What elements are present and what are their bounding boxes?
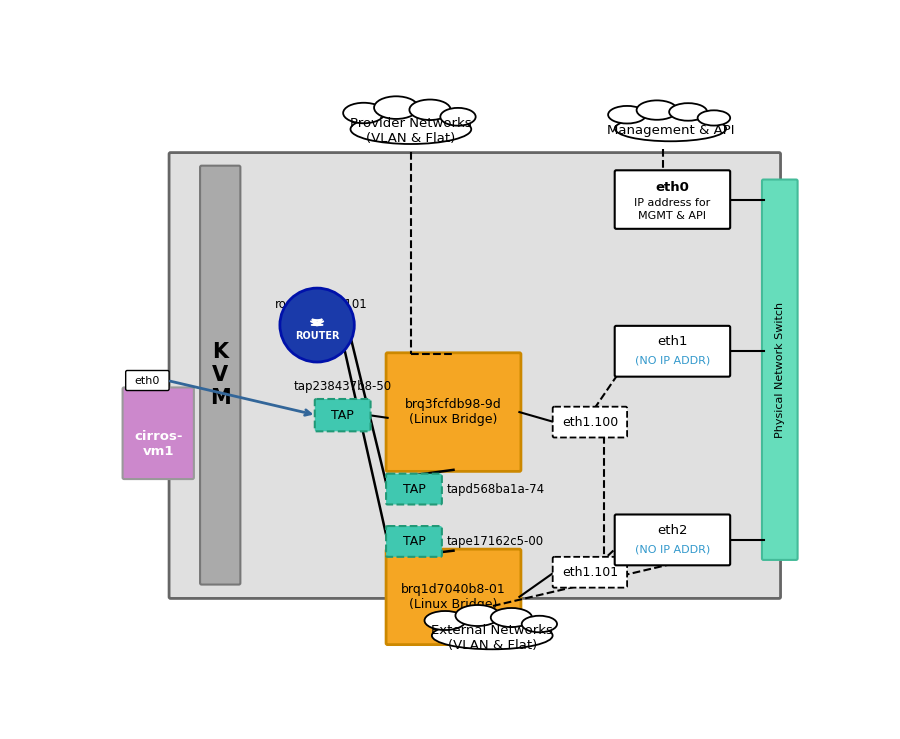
Text: tape17162c5-00: tape17162c5-00 bbox=[446, 535, 544, 548]
Ellipse shape bbox=[350, 115, 472, 144]
Ellipse shape bbox=[432, 621, 553, 650]
Text: TAP: TAP bbox=[331, 409, 354, 422]
Text: K
V
M: K V M bbox=[210, 342, 230, 409]
Ellipse shape bbox=[669, 103, 707, 120]
Text: router_100_101: router_100_101 bbox=[274, 297, 367, 310]
Text: Management & API: Management & API bbox=[607, 124, 734, 137]
FancyBboxPatch shape bbox=[615, 514, 730, 565]
Ellipse shape bbox=[698, 110, 730, 126]
FancyBboxPatch shape bbox=[762, 180, 797, 560]
FancyBboxPatch shape bbox=[553, 406, 627, 437]
Ellipse shape bbox=[608, 106, 646, 123]
Text: Provider Networks
(VLAN & Flat): Provider Networks (VLAN & Flat) bbox=[350, 118, 472, 146]
Ellipse shape bbox=[615, 116, 726, 141]
Ellipse shape bbox=[440, 108, 476, 126]
Text: tapd568ba1a-74: tapd568ba1a-74 bbox=[446, 483, 544, 496]
FancyBboxPatch shape bbox=[386, 353, 521, 471]
Text: eth1.100: eth1.100 bbox=[562, 415, 618, 429]
FancyBboxPatch shape bbox=[122, 387, 194, 479]
Circle shape bbox=[280, 288, 355, 362]
FancyBboxPatch shape bbox=[169, 152, 780, 599]
Text: (NO IP ADDR): (NO IP ADDR) bbox=[634, 355, 710, 366]
Text: (NO IP ADDR): (NO IP ADDR) bbox=[634, 545, 710, 554]
FancyBboxPatch shape bbox=[386, 526, 442, 557]
Text: ROUTER: ROUTER bbox=[295, 331, 339, 341]
Text: brq1d7040b8-01
(Linux Bridge): brq1d7040b8-01 (Linux Bridge) bbox=[401, 583, 506, 611]
Text: brq3fcfdb98-9d
(Linux Bridge): brq3fcfdb98-9d (Linux Bridge) bbox=[405, 398, 502, 426]
Ellipse shape bbox=[491, 608, 532, 627]
Ellipse shape bbox=[374, 96, 418, 119]
FancyBboxPatch shape bbox=[200, 166, 240, 585]
Text: cirros-
vm1: cirros- vm1 bbox=[134, 430, 183, 458]
Ellipse shape bbox=[343, 103, 384, 123]
Text: Physical Network Switch: Physical Network Switch bbox=[775, 302, 785, 437]
Text: tap238437b8-50: tap238437b8-50 bbox=[293, 380, 392, 393]
Ellipse shape bbox=[410, 100, 451, 120]
Text: eth1: eth1 bbox=[657, 336, 688, 348]
Ellipse shape bbox=[522, 616, 557, 633]
FancyBboxPatch shape bbox=[315, 399, 371, 432]
Text: eth1.101: eth1.101 bbox=[562, 566, 618, 579]
Text: eth0: eth0 bbox=[135, 375, 160, 386]
Text: MGMT & API: MGMT & API bbox=[638, 211, 707, 221]
Text: eth0: eth0 bbox=[655, 181, 689, 194]
FancyBboxPatch shape bbox=[126, 370, 169, 390]
FancyBboxPatch shape bbox=[386, 474, 442, 505]
FancyBboxPatch shape bbox=[615, 170, 730, 229]
Text: TAP: TAP bbox=[402, 535, 426, 548]
FancyBboxPatch shape bbox=[553, 557, 627, 588]
Ellipse shape bbox=[455, 605, 500, 626]
Text: IP address for: IP address for bbox=[634, 198, 711, 208]
FancyBboxPatch shape bbox=[615, 326, 730, 377]
Text: External Networks
(VLAN & Flat): External Networks (VLAN & Flat) bbox=[431, 624, 554, 652]
Text: eth2: eth2 bbox=[657, 524, 688, 537]
FancyBboxPatch shape bbox=[386, 549, 521, 644]
Ellipse shape bbox=[636, 101, 678, 120]
Text: TAP: TAP bbox=[402, 483, 426, 496]
Ellipse shape bbox=[425, 611, 465, 630]
